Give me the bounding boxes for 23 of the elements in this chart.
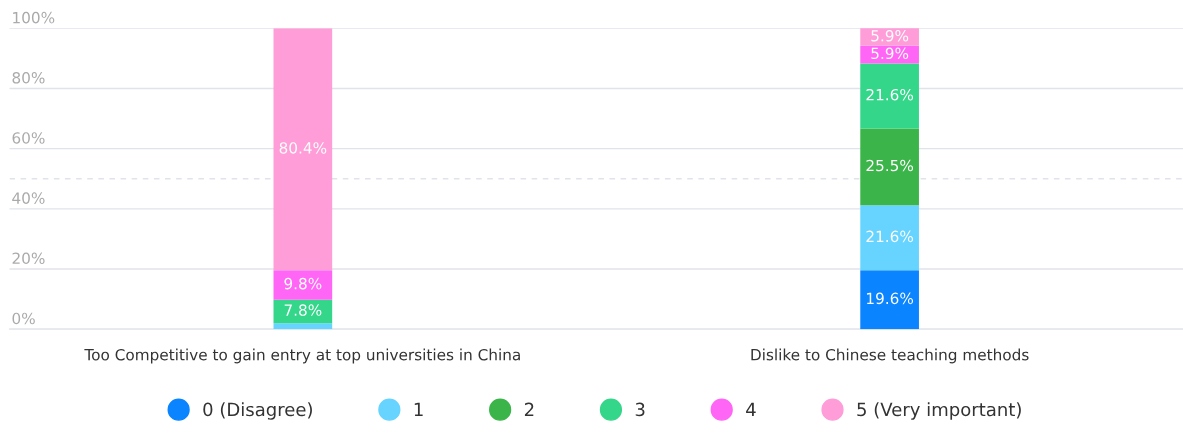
y-tick-label: 40% — [12, 192, 45, 204]
legend-label: 2 — [524, 402, 534, 416]
legend-label: 3 — [635, 402, 645, 417]
x-tick-label: Dislike to Chinese teaching methods — [751, 348, 1029, 364]
data-label: 25.5% — [866, 159, 914, 172]
x-tick-label: Too Competitive to gain entry at top universities in China — [84, 348, 520, 364]
data-label: 80.4% — [279, 142, 327, 154]
legend-label: 5 (Very important) — [857, 402, 1021, 420]
data-label: 21.6% — [866, 88, 914, 101]
y-tick-label: 80% — [12, 71, 45, 84]
data-label: 7.8% — [284, 304, 322, 316]
legend-label: 4 — [746, 402, 756, 416]
y-tick-label: 0% — [12, 312, 35, 325]
data-label: 21.6% — [866, 230, 914, 243]
data-label: 5.9% — [871, 29, 909, 42]
legend-label: 1 — [414, 402, 423, 416]
y-tick-label: 100% — [13, 11, 55, 24]
legend-label: 0 (Disagree) — [203, 402, 312, 420]
y-tick-label: 60% — [12, 132, 45, 144]
data-label: 19.6% — [867, 292, 914, 305]
data-label: 9.8% — [284, 277, 322, 290]
y-tick-label: 20% — [12, 252, 45, 265]
data-label: 5.9% — [871, 47, 909, 60]
